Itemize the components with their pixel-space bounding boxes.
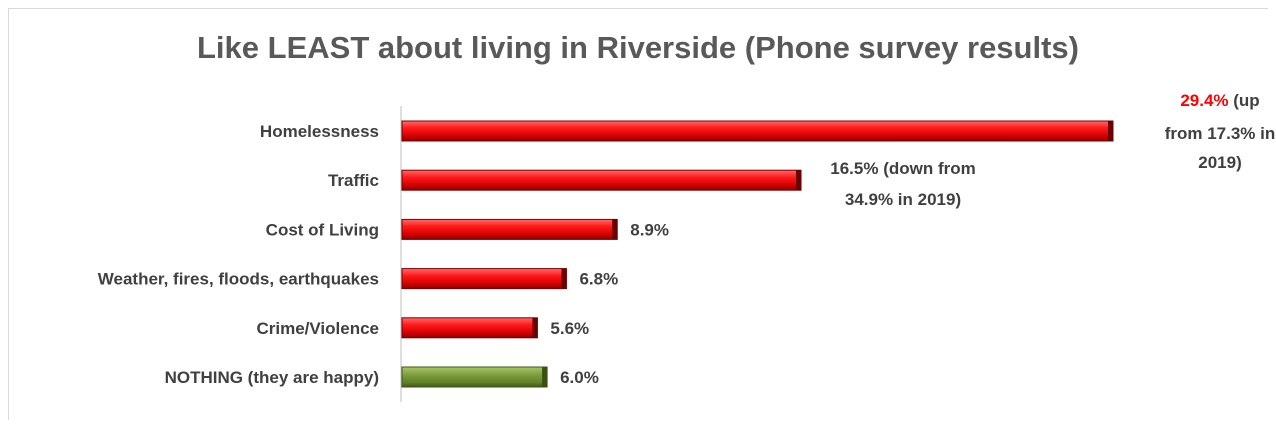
chart-title: Like LEAST about living in Riverside (Ph… [197,30,1079,65]
bar [401,169,802,191]
data-label-line: 2019) [1198,153,1241,172]
category-label: Cost of Living [266,220,379,239]
data-label-line: 34.9% in 2019) [845,190,961,209]
bar [401,268,567,290]
data-label: 6.8% [579,270,618,289]
category-label: Traffic [328,171,379,190]
category-label: Weather, fires, floods, earthquakes [98,270,379,289]
bar-end-cap [561,268,567,289]
data-label: 16.5% (down from [830,159,975,178]
category-label: NOTHING (they are happy) [165,368,379,387]
data-label: 8.9% [630,220,669,239]
bar-end-cap [532,317,538,338]
chart-frame [8,8,1268,420]
bar-end-cap [542,367,548,387]
bar [401,366,548,388]
data-label: 29.4% (up [1180,91,1259,110]
bar-end-cap [796,170,802,191]
bar-end-cap [612,219,618,240]
bar [401,218,618,240]
data-label: 5.6% [550,319,589,338]
category-label: Homelessness [260,122,379,141]
data-label-line: from 17.3% in [1165,124,1276,143]
data-label: 6.0% [560,368,599,387]
bar [401,120,1114,142]
bar [401,317,538,339]
category-label: Crime/Violence [256,319,379,338]
bar-end-cap [1108,121,1113,141]
